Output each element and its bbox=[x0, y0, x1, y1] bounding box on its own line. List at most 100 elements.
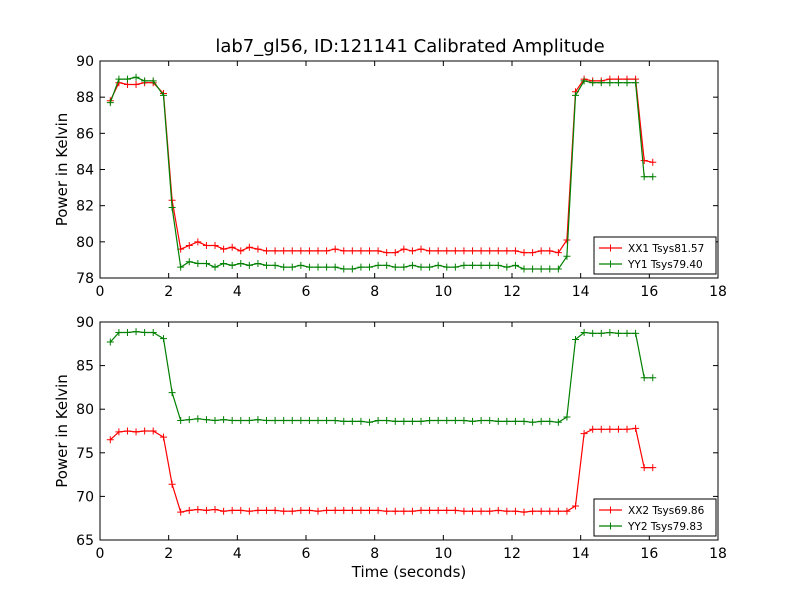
data-point bbox=[323, 506, 331, 514]
data-point bbox=[323, 263, 331, 271]
x-tick-label: 14 bbox=[572, 284, 590, 300]
data-point bbox=[366, 263, 374, 271]
data-point bbox=[331, 506, 339, 514]
data-point bbox=[280, 417, 288, 425]
data-point bbox=[263, 247, 271, 255]
data-point bbox=[280, 263, 288, 271]
data-point bbox=[434, 506, 442, 514]
data-point bbox=[434, 247, 442, 255]
data-point bbox=[340, 247, 348, 255]
data-point bbox=[237, 260, 245, 268]
data-point bbox=[245, 243, 253, 251]
data-point bbox=[417, 417, 425, 425]
y-axis-label: Power in Kelvin bbox=[53, 374, 71, 488]
data-point bbox=[366, 506, 374, 514]
data-point bbox=[340, 417, 348, 425]
y-tick-label: 65 bbox=[76, 533, 94, 549]
data-point bbox=[271, 417, 279, 425]
data-point bbox=[123, 328, 131, 336]
data-point bbox=[400, 245, 408, 253]
x-tick-label: 16 bbox=[640, 284, 658, 300]
data-point bbox=[606, 425, 614, 433]
data-point bbox=[288, 247, 296, 255]
data-point bbox=[348, 506, 356, 514]
y-tick-label: 84 bbox=[76, 163, 94, 179]
data-point bbox=[348, 265, 356, 273]
data-point bbox=[254, 416, 262, 424]
data-point bbox=[597, 425, 605, 433]
data-point bbox=[374, 417, 382, 425]
legend-marker bbox=[607, 244, 614, 252]
data-point bbox=[141, 77, 149, 85]
data-point bbox=[632, 329, 640, 337]
data-point bbox=[305, 247, 313, 255]
data-point bbox=[623, 329, 631, 337]
data-point bbox=[288, 263, 296, 271]
data-point bbox=[554, 418, 562, 426]
data-point bbox=[563, 252, 571, 260]
chart-title: lab7_gl56, ID:121141 Calibrated Amplitud… bbox=[215, 36, 604, 57]
data-point bbox=[537, 507, 545, 515]
plot-frame bbox=[99, 321, 719, 541]
data-point bbox=[649, 374, 657, 382]
data-point bbox=[160, 433, 168, 441]
data-point bbox=[220, 416, 228, 424]
x-tick-label: 4 bbox=[233, 546, 242, 562]
data-point bbox=[503, 263, 511, 271]
data-point bbox=[469, 261, 477, 269]
data-point bbox=[202, 241, 210, 249]
y-tick-label: 78 bbox=[76, 271, 94, 287]
data-point bbox=[297, 247, 305, 255]
data-point bbox=[649, 464, 657, 472]
data-point bbox=[563, 507, 571, 515]
data-point bbox=[331, 417, 339, 425]
x-tick-label: 6 bbox=[302, 284, 311, 300]
data-point bbox=[537, 417, 545, 425]
data-point bbox=[254, 260, 262, 268]
data-point bbox=[563, 413, 571, 421]
data-point bbox=[366, 247, 374, 255]
data-point bbox=[194, 415, 202, 423]
data-point bbox=[314, 507, 322, 515]
data-point bbox=[589, 425, 597, 433]
y-tick-label: 90 bbox=[76, 54, 94, 70]
y-tick-label: 80 bbox=[76, 402, 94, 418]
data-point bbox=[149, 77, 157, 85]
data-point bbox=[245, 417, 253, 425]
data-point bbox=[589, 79, 597, 87]
data-point bbox=[649, 173, 657, 181]
data-point bbox=[554, 249, 562, 257]
chart-panel-2: 0 2 4 6 8 10 12 14 16 18 65 70 75 80 85 90 Power in Kelv… bbox=[53, 315, 727, 581]
data-point bbox=[271, 506, 279, 514]
data-point bbox=[106, 99, 114, 107]
data-point bbox=[185, 506, 193, 514]
data-point bbox=[632, 424, 640, 432]
data-point bbox=[263, 506, 271, 514]
x-tick-label: 18 bbox=[709, 546, 727, 562]
data-point bbox=[177, 263, 185, 271]
data-point bbox=[614, 329, 622, 337]
data-point bbox=[383, 249, 391, 257]
data-point bbox=[451, 263, 459, 271]
data-point bbox=[451, 247, 459, 255]
data-point bbox=[245, 507, 253, 515]
data-point bbox=[115, 328, 123, 336]
data-point bbox=[408, 261, 416, 269]
data-point bbox=[211, 263, 219, 271]
legend: XX1 Tsys81.57 YY1 Tsys79.40 bbox=[593, 236, 717, 275]
data-point bbox=[572, 91, 580, 99]
data-point bbox=[537, 265, 545, 273]
data-point bbox=[115, 75, 123, 83]
data-point bbox=[486, 507, 494, 515]
data-point bbox=[443, 247, 451, 255]
x-tick-label: 0 bbox=[96, 546, 105, 562]
x-axis-label: Time (seconds) bbox=[351, 563, 467, 581]
data-point bbox=[220, 260, 228, 268]
data-point bbox=[451, 506, 459, 514]
data-point bbox=[168, 389, 176, 397]
data-point bbox=[503, 417, 511, 425]
data-point bbox=[417, 245, 425, 253]
data-point bbox=[202, 260, 210, 268]
data-point bbox=[469, 417, 477, 425]
data-point bbox=[305, 263, 313, 271]
